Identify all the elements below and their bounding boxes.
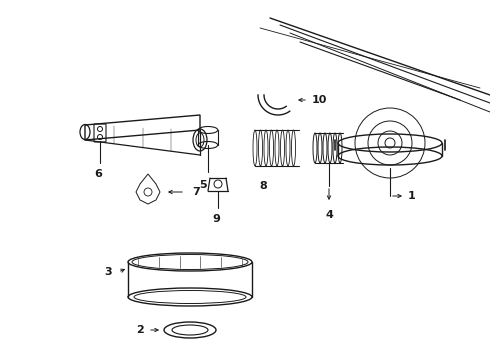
Text: 5: 5 [199,180,207,190]
Text: 4: 4 [325,210,333,220]
Text: 6: 6 [94,169,102,179]
Text: 8: 8 [259,181,267,191]
Text: 10: 10 [312,95,327,105]
Text: 9: 9 [212,214,220,224]
Text: 3: 3 [104,267,112,277]
Text: 7: 7 [192,187,200,197]
Text: 1: 1 [408,191,416,201]
Text: 2: 2 [136,325,144,335]
